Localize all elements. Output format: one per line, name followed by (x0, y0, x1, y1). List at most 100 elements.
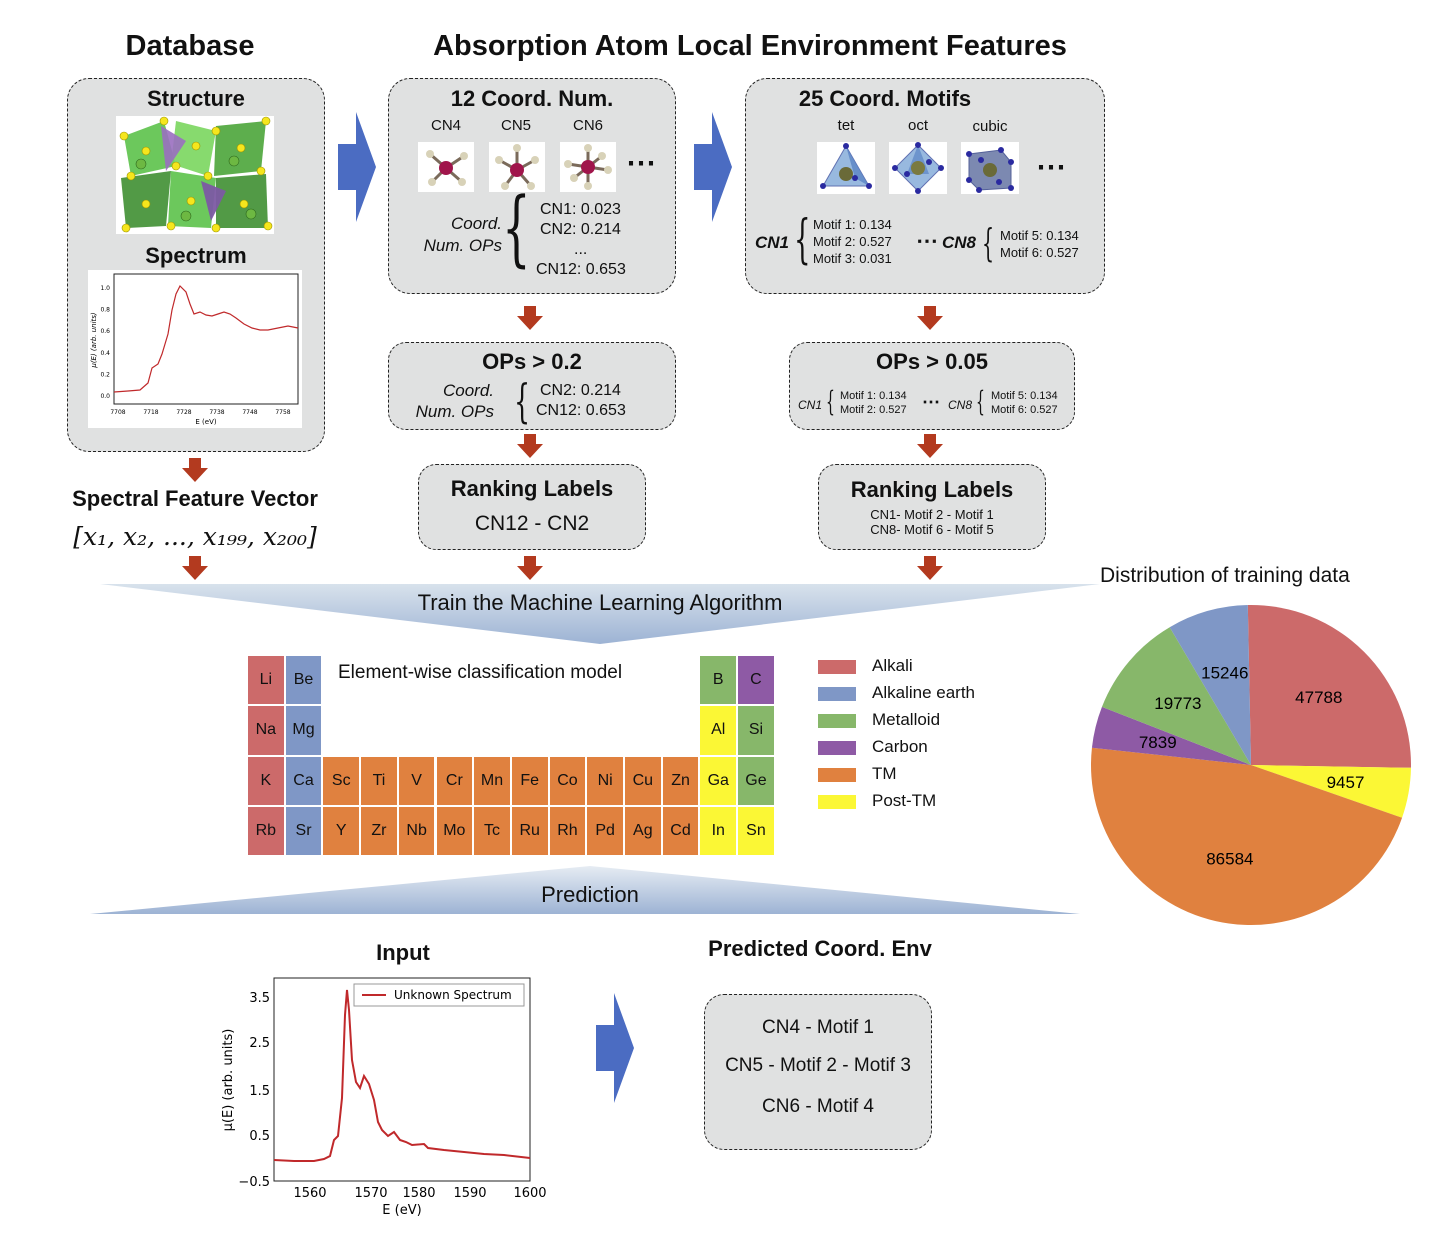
structure-label: Structure (147, 86, 245, 111)
spectral-feature-vector: [x₁, x₂, ..., x₁₉₉, x₂₀₀] (73, 522, 317, 551)
element-cell-sc: Sc (322, 755, 361, 806)
element-cell-y: Y (322, 805, 361, 857)
cn-ellipsis: ⋯ (626, 147, 656, 180)
arrow-down-icon (917, 556, 943, 580)
db-spectrum-xlabel: E (eV) (195, 418, 216, 426)
element-cell-cd: Cd (661, 805, 700, 857)
element-cell-li: Li (247, 655, 285, 706)
element-cell-v: V (397, 755, 436, 806)
legend-label: Carbon (872, 737, 928, 756)
element-cell-in: In (699, 805, 738, 857)
train-label: Train the Machine Learning Algorithm (417, 590, 783, 615)
legend-swatch (818, 768, 856, 782)
motif-cn8-value-1: Motif 5: 0.134 (1000, 228, 1079, 243)
cn5-label: CN5 (500, 117, 531, 134)
model-title: Element-wise classification model (338, 662, 623, 683)
features-header: Absorption Atom Local Environment Featur… (433, 30, 1067, 62)
legend-swatch (818, 660, 856, 674)
element-cell-tc: Tc (473, 805, 511, 857)
pie-value-label: 19773 (1154, 694, 1201, 713)
pie-slice-post-tm (1251, 765, 1411, 818)
cubic-label: cubic (972, 118, 1008, 135)
input-ytick-label: 0.5 (249, 1129, 270, 1144)
db-xtick-label: 7758 (275, 409, 290, 416)
db-xtick-label: 7718 (143, 409, 158, 416)
element-cell-sr: Sr (284, 805, 323, 857)
arrow-right-icon (694, 112, 732, 222)
oct-label: oct (907, 117, 928, 134)
input-legend-label: Unknown Spectrum (394, 988, 512, 1002)
predicted-title: Predicted Coord. Env (708, 936, 932, 961)
legend-label: Post-TM (872, 791, 937, 810)
brace-icon: { (826, 385, 835, 418)
element-cell-zr: Zr (360, 805, 398, 857)
motif-cn1-value-2: Motif 2: 0.527 (813, 234, 892, 249)
element-cell-cr: Cr (435, 755, 474, 806)
database-header: Database (125, 30, 255, 62)
spectral-feature-title: Spectral Feature Vector (72, 486, 318, 511)
prediction-label: Prediction (541, 882, 639, 907)
cubic-motif-icon (961, 142, 1019, 194)
ops-cn-box (388, 342, 676, 430)
pie-slice-alkali (1247, 605, 1411, 768)
cn-values-ellipsis: ... (574, 241, 588, 258)
db-ytick-label: 0.0 (100, 393, 110, 400)
octahedron-motif-icon (889, 142, 947, 194)
legend-label: Alkaline earth (872, 683, 976, 702)
ops-motif-cn1-value-1: Motif 1: 0.134 (840, 390, 907, 402)
element-cell-cu: Cu (624, 755, 662, 806)
brace-icon: { (976, 385, 985, 418)
input-xtick-label: 1580 (402, 1186, 435, 1201)
element-cell-ge: Ge (737, 755, 775, 806)
element-cell-k: K (247, 755, 285, 806)
ranking-motif-title: Ranking Labels (850, 477, 1014, 502)
motif-cn8-label: CN8 (942, 233, 977, 252)
motif-ellipsis: ⋯ (1036, 151, 1066, 184)
element-cell-ti: Ti (360, 755, 398, 806)
pie-value-label: 7839 (1139, 733, 1177, 752)
input-spectrum-plot: 3.5 2.5 1.5 0.5 −0.5 1560 1570 1580 1590 1600 μ(… (221, 977, 547, 1218)
legend: Alkali Alkaline earth Metalloid Carbon TM Pos… (818, 656, 1018, 818)
input-title: Input (376, 940, 430, 965)
ranking-cn-title: Ranking Labels (450, 476, 614, 501)
arrow-down-icon (182, 458, 208, 482)
input-xtick-label: 1590 (453, 1186, 486, 1201)
cn4-label: CN4 (430, 117, 461, 134)
arrow-right-icon (338, 112, 376, 222)
ranking-cn-box (418, 464, 646, 550)
ops-motif-title: OPs > 0.05 (876, 349, 988, 374)
spectrum-label: Spectrum (145, 243, 247, 268)
db-xtick-label: 7728 (176, 409, 191, 416)
prediction-funnel-shape (90, 866, 1080, 914)
tet-label: tet (837, 117, 855, 134)
arrow-down-icon (182, 556, 208, 580)
predicted-line-2: CN5 - Motif 2 - Motif 3 (725, 1055, 911, 1076)
arrow-right-icon (596, 993, 634, 1103)
element-cell-al: Al (699, 705, 738, 756)
cn4-molecule-icon (418, 142, 474, 192)
cn12-value: CN12: 0.653 (536, 261, 626, 278)
element-cell-ag: Ag (624, 805, 662, 857)
db-xtick-label: 7738 (209, 409, 224, 416)
input-ytick-label: −0.5 (238, 1175, 270, 1190)
brace-icon: { (794, 210, 811, 270)
element-cell-nb: Nb (397, 805, 436, 857)
input-ytick-label: 3.5 (249, 991, 270, 1006)
ops-cn-label-2: Num. OPs (415, 402, 494, 421)
motif-cn8-value-2: Motif 6: 0.527 (1000, 245, 1079, 260)
ranking-motif-box (818, 464, 1046, 550)
brace-icon: { (982, 221, 995, 265)
cn-ops-label-1: Coord. (450, 214, 502, 233)
train-funnel-shape (100, 584, 1100, 644)
element-cell-ru: Ru (510, 805, 549, 857)
ops-motif-cn8-value-1: Motif 5: 0.134 (991, 390, 1058, 402)
ranking-cn-value: CN12 - CN2 (474, 512, 590, 535)
pie-slice-tm (1091, 747, 1403, 925)
brace-icon: { (502, 181, 531, 276)
ranking-motif-line-2: CN8- Motif 6 - Motif 5 (870, 522, 994, 537)
element-cell-be: Be (284, 655, 323, 706)
ops-motif-cn8: CN8 (948, 398, 973, 412)
coord-num-title: 12 Coord. Num. (450, 86, 614, 111)
input-xtick-label: 1570 (354, 1186, 387, 1201)
